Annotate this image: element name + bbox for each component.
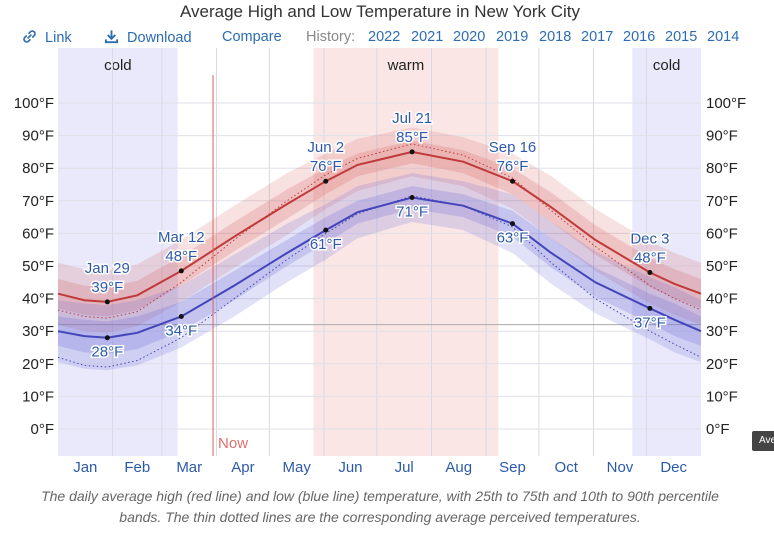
low-p25-p75-band [58, 186, 701, 354]
annotation-dot [510, 221, 516, 227]
month-label: Feb [124, 459, 150, 476]
link-button[interactable]: Link [22, 29, 72, 46]
annotation-dot [647, 305, 653, 311]
low-p10-p90-band [58, 173, 701, 371]
annotation-value: 85°F [396, 129, 428, 146]
annotation-date: Sep 16 [489, 139, 537, 156]
history-year-2014[interactable]: 2014 [707, 29, 740, 45]
month-label: Sep [499, 459, 526, 476]
y-tick-label-right: 20°F [706, 356, 738, 373]
chart-title: Average High and Low Temperature in New … [179, 2, 581, 21]
annotation-date: Dec 3 [630, 231, 669, 248]
history-year-2018[interactable]: 2018 [539, 29, 572, 45]
history-year-2015[interactable]: 2015 [665, 29, 698, 45]
temperature-chart: cold warm cold 100°F 100°F 90°F 90°F 80°F 80°F 70… [14, 48, 746, 476]
season-label: warm [387, 57, 425, 74]
season-band-warm [313, 48, 499, 456]
annotation-value: 34°F [165, 323, 197, 340]
y-tick-label-left: 0°F [30, 421, 54, 438]
now-label: Now [218, 435, 248, 452]
month-label: Nov [607, 459, 634, 476]
y-tick-label-left: 100°F [14, 95, 54, 112]
annotation-dot [323, 227, 329, 233]
y-tick-label-right: 80°F [706, 160, 738, 177]
y-tick-label-left: 60°F [22, 225, 54, 242]
annotation-date: Jun 2 [307, 139, 344, 156]
annotation-value: 71°F [396, 204, 428, 221]
month-label: Jul [395, 459, 414, 476]
month-label: Oct [555, 459, 579, 476]
annotation-dot [409, 149, 415, 155]
y-tick-label-right: 70°F [706, 193, 738, 210]
annotation-dot [323, 178, 329, 184]
annotation-dot [409, 195, 415, 201]
month-label: Jan [73, 459, 97, 476]
annotation-date: Mar 12 [158, 229, 205, 246]
annotation-value: 63°F [497, 230, 529, 247]
season-label: cold [104, 57, 132, 74]
y-tick-label-right: 90°F [706, 128, 738, 145]
month-label: Mar [176, 459, 202, 476]
month-label: Apr [231, 459, 254, 476]
month-label: Dec [660, 459, 687, 476]
y-tick-label-left: 40°F [22, 291, 54, 308]
link-icon [23, 30, 36, 43]
annotation-dot [104, 299, 110, 305]
annotation-value: 76°F [310, 158, 342, 175]
compare-button[interactable]: Compare [222, 29, 282, 45]
annotation-value: 48°F [634, 250, 666, 267]
y-tick-label-left: 20°F [22, 356, 54, 373]
history-year-2022[interactable]: 2022 [368, 29, 401, 45]
download-icon [104, 30, 119, 44]
annotation-value: 76°F [497, 158, 529, 175]
y-tick-label-left: 30°F [22, 323, 54, 340]
y-tick-label-right: 0°F [706, 421, 730, 438]
y-tick-label-left: 80°F [22, 160, 54, 177]
history-year-2016[interactable]: 2016 [623, 29, 656, 45]
y-tick-label-left: 10°F [22, 388, 54, 405]
annotation-value: 28°F [91, 344, 123, 361]
y-tick-label-right: 100°F [706, 95, 746, 112]
annotation-date: Jan 29 [85, 260, 130, 277]
history-label: History: [306, 29, 356, 45]
annotation-date: Jul 21 [392, 110, 432, 127]
annotation-value: 37°F [634, 314, 666, 331]
history-year-2019[interactable]: 2019 [496, 29, 529, 45]
month-label: Jun [338, 459, 362, 476]
season-band-cold [632, 48, 701, 456]
y-tick-label-right: 60°F [706, 225, 738, 242]
history-year-2021[interactable]: 2021 [411, 29, 444, 45]
low-feels-like-line [57, 195, 702, 368]
annotation-dot [178, 314, 184, 320]
tooltip-stub: Ave [752, 431, 774, 451]
y-tick-label-left: 50°F [22, 258, 54, 275]
y-tick-label-right: 40°F [706, 291, 738, 308]
season-label: cold [653, 57, 681, 74]
download-label: Download [127, 30, 192, 46]
y-tick-label-left: 70°F [22, 193, 54, 210]
high-avg-line [57, 150, 702, 303]
y-tick-label-right: 10°F [706, 388, 738, 405]
annotation-dot [510, 178, 516, 184]
y-tick-label-left: 90°F [22, 128, 54, 145]
annotation-value: 48°F [165, 248, 197, 265]
season-band-cold [58, 48, 178, 456]
annotation-value: 61°F [310, 236, 342, 253]
annotation-value: 39°F [91, 279, 123, 296]
history-year-2020[interactable]: 2020 [453, 29, 486, 45]
month-label: Aug [445, 459, 472, 476]
annotation-dot [647, 270, 653, 276]
download-button[interactable]: Download [104, 29, 192, 46]
low-avg-line [57, 196, 702, 339]
chart-caption: The daily average high (red line) and lo… [41, 488, 719, 525]
high-p10-p90-band [58, 127, 701, 333]
annotation-dot [104, 335, 110, 341]
link-label: Link [45, 30, 72, 46]
history-year-2017[interactable]: 2017 [581, 29, 614, 45]
annotation-dot [178, 268, 184, 274]
y-tick-label-right: 30°F [706, 323, 738, 340]
month-label: May [283, 459, 312, 476]
y-tick-label-right: 50°F [706, 258, 738, 275]
